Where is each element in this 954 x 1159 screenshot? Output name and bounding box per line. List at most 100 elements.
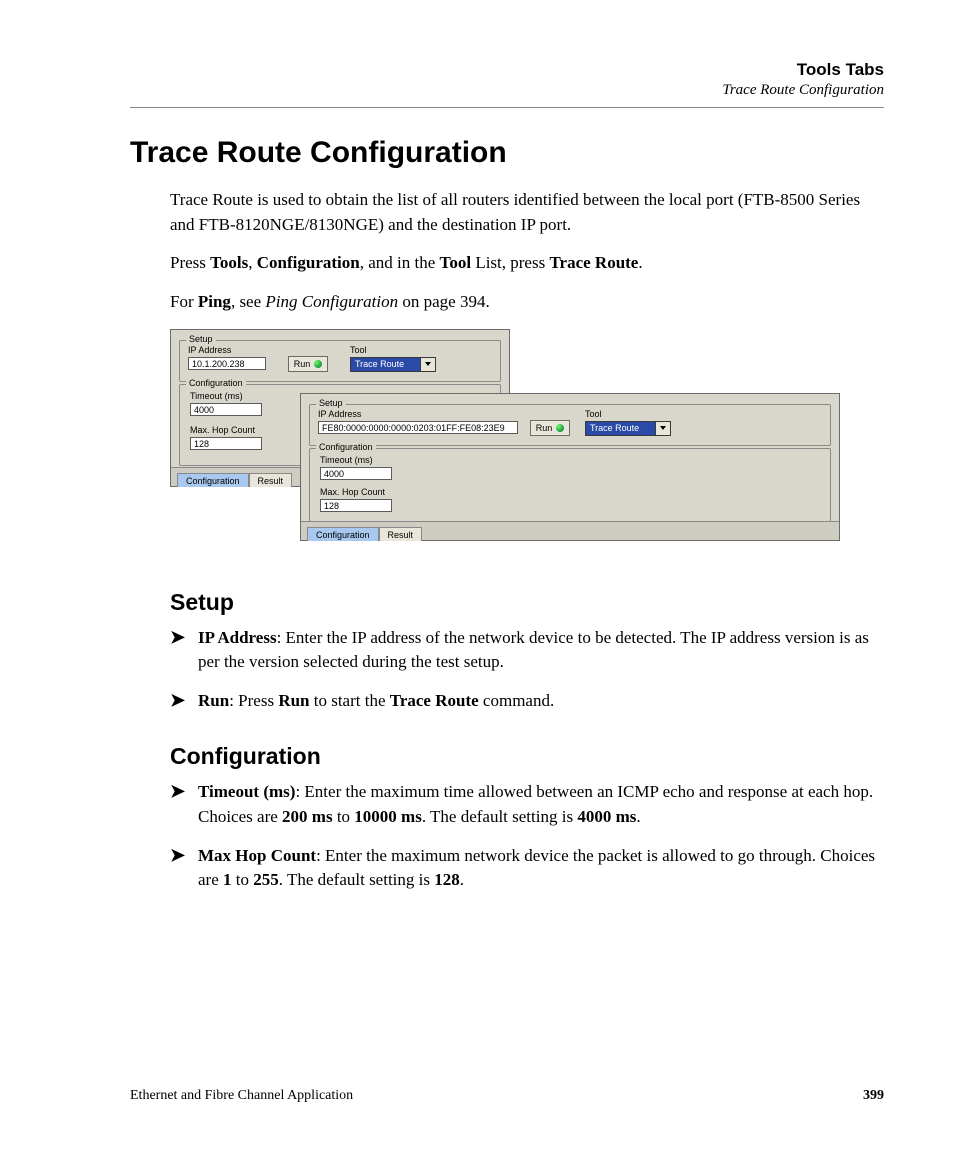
ping-reference: For Ping, see Ping Configuration on page… [170,290,884,315]
configuration-group-label: Configuration [186,378,246,388]
timeout-input[interactable]: 4000 [190,403,262,416]
text: . The default setting is [422,807,578,826]
tab-bar: Configuration Result [301,521,839,540]
setup-group: Setup IP Address 10.1.200.238 Run Tool T… [179,340,501,382]
text: . [638,253,642,272]
bullet-arrow-icon: ➤ [170,780,198,803]
run-button-label: Run [536,421,553,435]
text: : Press [229,691,278,710]
text: , and in the [360,253,440,272]
text: to [333,807,355,826]
max-hop-term: Max Hop Count [198,846,316,865]
run-ref: Run [278,691,309,710]
ip-address-input[interactable]: 10.1.200.238 [188,357,266,370]
ip-address-term: IP Address [198,628,277,647]
value: 4000 ms [577,807,636,826]
text: Press [170,253,210,272]
text: command. [479,691,555,710]
text: . [460,870,464,889]
configuration-group-label: Configuration [316,442,376,452]
max-hop-input[interactable]: 128 [190,437,262,450]
configuration-group: Configuration Timeout (ms) 4000 Max. Hop… [309,448,831,522]
configuration-label: Configuration [257,253,360,272]
run-indicator-icon [556,424,564,432]
text: List, press [471,253,549,272]
intro-paragraph: Trace Route is used to obtain the list o… [170,188,884,237]
bullet-text: Run: Press Run to start the Trace Route … [198,689,884,714]
text: . [636,807,640,826]
tab-configuration[interactable]: Configuration [307,527,379,541]
run-button-label: Run [294,357,311,371]
run-term: Run [198,691,229,710]
max-hop-input[interactable]: 128 [320,499,392,512]
screenshot-panel-ipv6: Setup IP Address FE80:0000:0000:0000:020… [300,393,840,541]
chevron-down-icon [655,421,671,436]
run-button[interactable]: Run [288,356,328,372]
setup-group-label: Setup [186,334,216,344]
ip-address-input[interactable]: FE80:0000:0000:0000:0203:01FF:FE08:23E9 [318,421,518,434]
timeout-label: Timeout (ms) [190,391,243,401]
tool-dropdown[interactable]: Trace Route [585,421,671,436]
max-hop-label: Max. Hop Count [320,487,385,497]
page-title: Trace Route Configuration [130,136,884,170]
nav-instruction: Press Tools, Configuration, and in the T… [170,251,884,276]
tool-label: Tool [585,409,602,419]
chevron-down-icon [420,357,436,372]
text: , [248,253,257,272]
header-title: Tools Tabs [130,60,884,80]
value: 1 [223,870,232,889]
ping-config-ref: Ping Configuration [265,292,398,311]
setup-group: Setup IP Address FE80:0000:0000:0000:020… [309,404,831,446]
run-button[interactable]: Run [530,420,570,436]
bullet-arrow-icon: ➤ [170,689,198,712]
list-item: ➤ Run: Press Run to start the Trace Rout… [170,689,884,714]
list-item: ➤ Timeout (ms): Enter the maximum time a… [170,780,884,829]
tab-result[interactable]: Result [249,473,293,487]
header-divider [130,107,884,108]
setup-group-label: Setup [316,398,346,408]
bullet-arrow-icon: ➤ [170,844,198,867]
page-footer: Ethernet and Fibre Channel Application 3… [130,1088,884,1104]
list-item: ➤ IP Address: Enter the IP address of th… [170,626,884,675]
value: 200 ms [282,807,333,826]
page-number: 399 [863,1088,884,1104]
run-indicator-icon [314,360,322,368]
bullet-text: Max Hop Count: Enter the maximum network… [198,844,884,893]
ip-address-label: IP Address [318,409,361,419]
text: to start the [310,691,390,710]
text: : Enter the IP address of the network de… [198,628,869,672]
text: . The default setting is [279,870,435,889]
tool-label: Tool [350,345,367,355]
text: , see [231,292,265,311]
tool-dropdown-value: Trace Route [350,357,420,372]
tab-configuration[interactable]: Configuration [177,473,249,487]
setup-heading: Setup [170,589,884,616]
timeout-label: Timeout (ms) [320,455,373,465]
tool-dropdown[interactable]: Trace Route [350,357,436,372]
tool-dropdown-value: Trace Route [585,421,655,436]
text: to [232,870,254,889]
value: 10000 ms [354,807,422,826]
trace-route-label: Trace Route [549,253,638,272]
tab-result[interactable]: Result [379,527,423,541]
tools-label: Tools [210,253,248,272]
configuration-heading: Configuration [170,743,884,770]
footer-app-name: Ethernet and Fibre Channel Application [130,1088,353,1104]
screenshot-figure: Setup IP Address 10.1.200.238 Run Tool T… [170,329,884,559]
value: 255 [253,870,279,889]
timeout-term: Timeout (ms) [198,782,295,801]
list-item: ➤ Max Hop Count: Enter the maximum netwo… [170,844,884,893]
bullet-text: IP Address: Enter the IP address of the … [198,626,884,675]
bullet-text: Timeout (ms): Enter the maximum time all… [198,780,884,829]
max-hop-label: Max. Hop Count [190,425,255,435]
value: 128 [434,870,460,889]
text: on page 394. [398,292,490,311]
timeout-input[interactable]: 4000 [320,467,392,480]
ping-label: Ping [198,292,231,311]
tool-label: Tool [440,253,472,272]
trace-route-ref: Trace Route [390,691,479,710]
page-header: Tools Tabs Trace Route Configuration [130,60,884,99]
bullet-arrow-icon: ➤ [170,626,198,649]
header-subtitle: Trace Route Configuration [130,82,884,99]
text: For [170,292,198,311]
